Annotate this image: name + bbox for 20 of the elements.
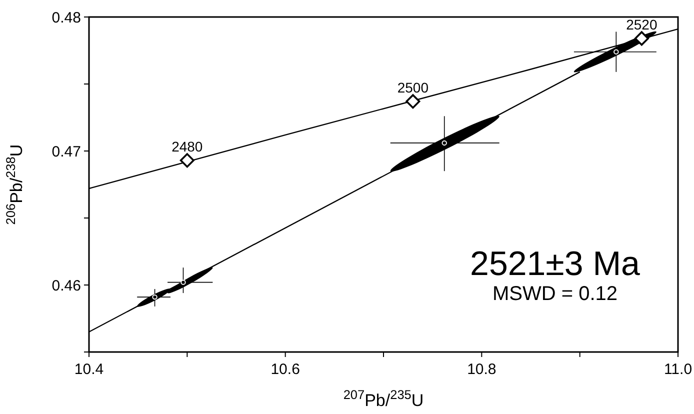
- y-tick-label: 0.48: [52, 9, 81, 26]
- annotation: MSWD = 0.12: [492, 283, 618, 305]
- point: [180, 153, 194, 168]
- x-axis-title: $^{207}$Pb/$^{235}$U: [343, 386, 424, 410]
- x-tick-label: 10.8: [467, 361, 496, 378]
- x-tick-label: 10.4: [74, 361, 104, 378]
- x-tick-label: 10.6: [270, 361, 300, 378]
- point: [614, 49, 619, 54]
- annotation: 2480: [172, 138, 203, 154]
- x-tick-label: 11.0: [664, 361, 692, 378]
- annotation: 2521±3 Ma: [470, 245, 640, 283]
- annotation: 2500: [397, 79, 429, 96]
- point: [152, 294, 158, 300]
- point: [406, 94, 420, 109]
- point: [180, 280, 186, 285]
- annotation: 2520: [626, 16, 658, 32]
- y-tick-label: 0.46: [52, 277, 81, 294]
- point: [442, 140, 447, 146]
- point: [634, 31, 649, 46]
- y-tick-label: 0.47: [52, 143, 81, 160]
